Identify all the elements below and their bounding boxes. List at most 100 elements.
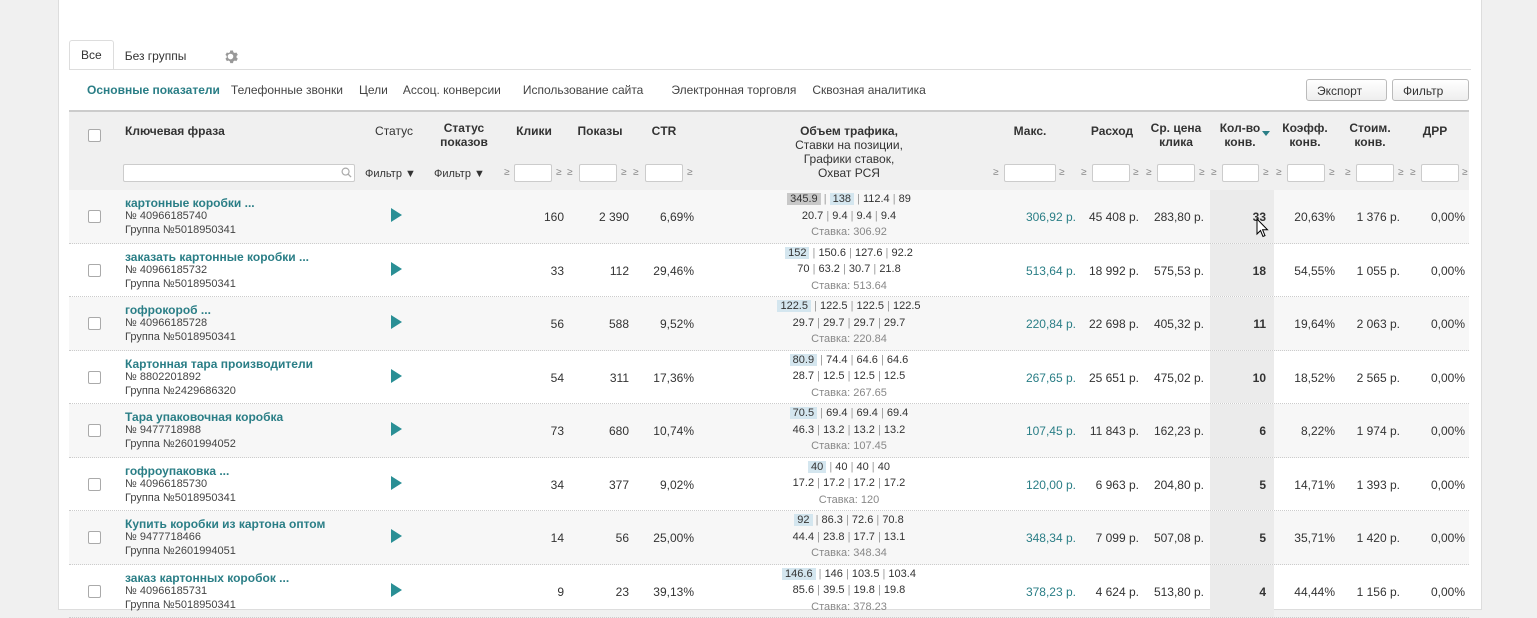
ge-icon: ≥: [556, 167, 562, 178]
col-traffic-line3: Графики ставок,: [745, 152, 953, 166]
max-bid-link[interactable]: 378,23 р.: [1026, 585, 1076, 599]
spend-filter-input[interactable]: [1092, 164, 1130, 182]
traffic-value: 150.6: [818, 247, 846, 259]
traffic-cell[interactable]: 122.5 | 122.5 | 122.5 | 122.5 29.7 | 29.…: [745, 298, 953, 348]
traffic-cell[interactable]: 345.9 | 138 | 112.4 | 89 20.7 | 9.4 | 9.…: [745, 191, 953, 241]
tab-assoc-conversions[interactable]: Ассоц. конверсии: [403, 83, 501, 97]
max-bid-link[interactable]: 120,00 р.: [1026, 478, 1076, 492]
col-keyword[interactable]: Ключевая фраза: [125, 124, 225, 138]
traffic-cell[interactable]: 70.5 | 69.4 | 69.4 | 69.4 46.3 | 13.2 | …: [745, 405, 953, 455]
ge-icon: ≥: [1345, 167, 1351, 178]
show-status-filter-dropdown[interactable]: Фильтр ▼: [434, 168, 485, 180]
drr-value: 0,00%: [1431, 531, 1465, 545]
play-status-icon[interactable]: [391, 422, 402, 436]
row-checkbox[interactable]: [88, 585, 101, 598]
col-shows[interactable]: Показы: [572, 124, 628, 138]
row-checkbox[interactable]: [88, 317, 101, 330]
table-row: Купить коробки из картона оптом № 947771…: [69, 511, 1469, 565]
col-ctr[interactable]: CTR: [643, 124, 685, 138]
traffic-cell[interactable]: 80.9 | 74.4 | 64.6 | 64.6 28.7 | 12.5 | …: [745, 352, 953, 402]
keyword-search-input[interactable]: [123, 164, 355, 182]
max-filter-input[interactable]: [1004, 164, 1056, 182]
table-body: картонные коробки ... № 40966185740 Груп…: [69, 190, 1469, 618]
traffic-value: 146: [825, 568, 843, 580]
row-checkbox[interactable]: [88, 210, 101, 223]
col-spend[interactable]: Расход: [1087, 124, 1137, 138]
play-status-icon[interactable]: [391, 262, 402, 276]
keyword-id: № 9477718988: [125, 424, 201, 436]
play-status-icon[interactable]: [391, 529, 402, 543]
col-status[interactable]: Статус: [369, 124, 419, 138]
traffic-line1: 70.5 | 69.4 | 69.4 | 69.4: [745, 405, 953, 422]
tab-all[interactable]: Все: [69, 40, 114, 70]
ctr-filter-input[interactable]: [645, 164, 683, 182]
tab-phone-calls[interactable]: Телефонные звонки: [231, 83, 343, 97]
group-id: Группа №5018950341: [125, 224, 236, 236]
traffic-cell[interactable]: 146.6 | 146 | 103.5 | 103.4 85.6 | 39.5 …: [745, 566, 953, 616]
keyword-link[interactable]: заказать картонные коробки ...: [125, 250, 309, 264]
conv-rate-filter-input[interactable]: [1287, 164, 1325, 182]
row-checkbox[interactable]: [88, 478, 101, 491]
max-bid-link[interactable]: 220,84 р.: [1026, 317, 1076, 331]
row-checkbox[interactable]: [88, 264, 101, 277]
clicks-filter-input[interactable]: [514, 164, 552, 182]
keyword-link[interactable]: Картонная тара производители: [125, 357, 313, 371]
col-conv-line2: конв.: [1216, 135, 1264, 149]
max-bid-link[interactable]: 513,64 р.: [1026, 264, 1076, 278]
conv-filter-input[interactable]: [1222, 164, 1259, 182]
bid-value: 9.4: [881, 210, 896, 222]
tab-no-group[interactable]: Без группы: [114, 42, 198, 70]
tab-main-metrics[interactable]: Основные показатели: [87, 83, 220, 97]
keyword-link[interactable]: Тара упаковочная коробка: [125, 410, 283, 424]
shows-value: 56: [616, 531, 629, 545]
filter-button[interactable]: Фильтр ▼: [1392, 79, 1469, 101]
row-checkbox[interactable]: [88, 371, 101, 384]
traffic-cell[interactable]: 40 | 40 | 40 | 40 17.2 | 17.2 | 17.2 | 1…: [745, 459, 953, 509]
drr-filter-input[interactable]: [1421, 164, 1459, 182]
play-status-icon[interactable]: [391, 369, 402, 383]
play-status-icon[interactable]: [391, 208, 402, 222]
tab-ecommerce[interactable]: Электронная торговля: [671, 83, 796, 97]
keyword-link[interactable]: Купить коробки из картона оптом: [125, 517, 325, 531]
col-conv-rate[interactable]: Коэфф.конв.: [1280, 121, 1330, 149]
col-traffic[interactable]: Объем трафика, Ставки на позиции, График…: [745, 124, 953, 180]
tab-end-to-end-analytics[interactable]: Сквозная аналитика: [812, 83, 925, 97]
select-all-checkbox[interactable]: [88, 129, 101, 142]
traffic-cell[interactable]: 92 | 86.3 | 72.6 | 70.8 44.4 | 23.8 | 17…: [745, 512, 953, 562]
col-drr[interactable]: ДРР: [1417, 124, 1453, 138]
play-status-icon[interactable]: [391, 476, 402, 490]
row-checkbox[interactable]: [88, 531, 101, 544]
keyword-link[interactable]: картонные коробки ...: [125, 196, 255, 210]
gear-icon[interactable]: [223, 42, 239, 70]
col-traffic-line1: Объем трафика,: [745, 124, 953, 138]
max-bid-link[interactable]: 107,45 р.: [1026, 424, 1076, 438]
tab-site-usage[interactable]: Использование сайта: [523, 83, 644, 97]
row-checkbox[interactable]: [88, 424, 101, 437]
col-show-status[interactable]: Статус показов: [434, 121, 494, 149]
col-conv-cost[interactable]: Стоим.конв.: [1346, 121, 1394, 149]
conv-cost-filter-input[interactable]: [1356, 164, 1394, 182]
col-max[interactable]: Макс.: [1005, 124, 1055, 138]
status-filter-dropdown[interactable]: Фильтр ▼: [365, 168, 416, 180]
keyword-link[interactable]: гофрокороб ...: [125, 303, 211, 317]
export-button[interactable]: Экспорт ▼: [1306, 79, 1387, 101]
col-clicks[interactable]: Клики: [509, 124, 559, 138]
bid-value: 12.5: [823, 370, 844, 382]
max-bid-link[interactable]: 267,65 р.: [1026, 371, 1076, 385]
col-rate-line1: Коэфф.: [1280, 121, 1330, 135]
play-status-icon[interactable]: [391, 315, 402, 329]
keyword-link[interactable]: заказ картонных коробок ...: [125, 571, 289, 585]
max-bid-link[interactable]: 348,34 р.: [1026, 531, 1076, 545]
keyword-link[interactable]: гофроупаковка ...: [125, 464, 229, 478]
shows-filter-input[interactable]: [579, 164, 617, 182]
max-bid-link[interactable]: 306,92 р.: [1026, 210, 1076, 224]
play-status-icon[interactable]: [391, 583, 402, 597]
cpc-filter-input[interactable]: [1157, 164, 1195, 182]
cpc-value: 162,23 р.: [1154, 424, 1204, 438]
traffic-cell[interactable]: 152 | 150.6 | 127.6 | 92.2 70 | 63.2 | 3…: [745, 245, 953, 295]
tab-goals[interactable]: Цели: [359, 83, 388, 97]
bid-value: 29.7: [884, 317, 905, 329]
metric-tabs: Основные показатели Телефонные звонки Це…: [87, 83, 926, 97]
